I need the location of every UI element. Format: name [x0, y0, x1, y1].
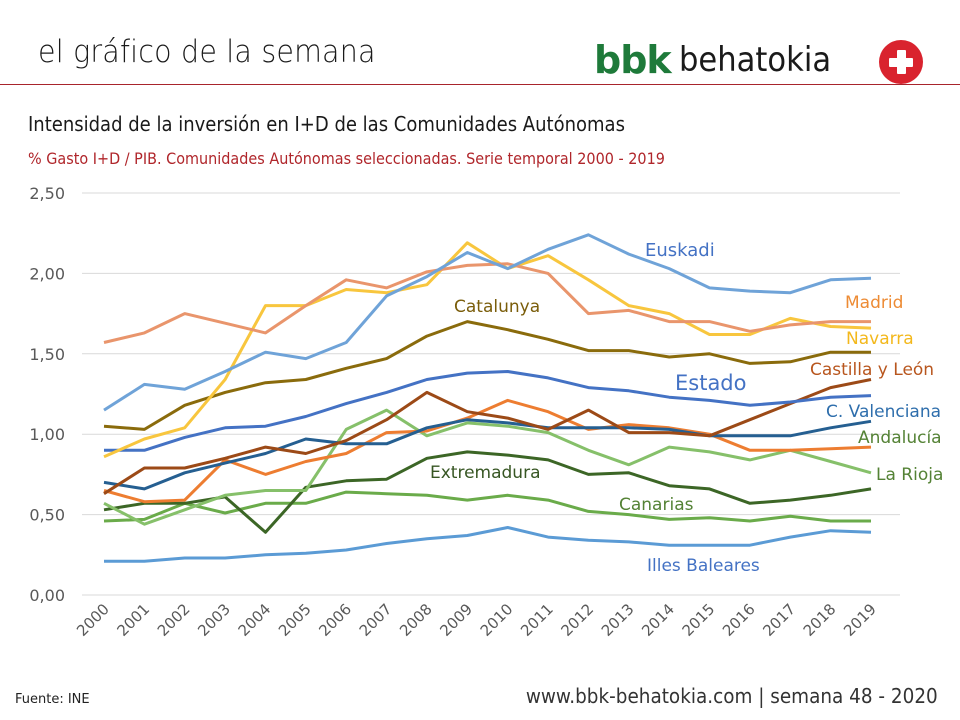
x-tick-label: 2012 — [558, 600, 598, 640]
logo-behatokia-text: behatokia — [678, 40, 831, 80]
x-tick-label: 2003 — [194, 600, 234, 640]
series-line-canarias — [103, 490, 871, 523]
x-tick-label: 2006 — [315, 600, 355, 640]
x-tick-label: 2008 — [396, 600, 436, 640]
series-line-castilla-y-le-n — [103, 378, 872, 495]
x-tick-label: 2000 — [73, 600, 113, 640]
series-label: Madrid — [845, 293, 903, 313]
x-tick-label: 2014 — [638, 600, 678, 640]
series-label: Andalucía — [858, 428, 942, 448]
y-tick-label: 0,00 — [29, 586, 65, 605]
series-label: Castilla y León — [810, 360, 934, 380]
header-divider — [0, 84, 960, 85]
x-tick-label: 2005 — [275, 600, 315, 640]
chart-title: Intensidad de la inversión en I+D de las… — [28, 112, 625, 136]
x-tick-label: 2016 — [719, 600, 759, 640]
series-line-c-valenciana — [103, 418, 872, 491]
series-line-madrid — [103, 262, 871, 344]
grid-lines — [82, 192, 900, 596]
series-label: Navarra — [846, 329, 914, 349]
series-labels: Euskadi Madrid Navarra Catalunya Estado Casti… — [430, 240, 943, 576]
plus-cross-icon — [879, 40, 923, 84]
x-tick-label: 2011 — [517, 600, 557, 640]
y-axis-labels: 0,00 0,50 1,00 1,50 2,00 2,50 — [29, 184, 65, 605]
series-label: Extremadura — [430, 463, 541, 483]
x-tick-label: 2017 — [759, 600, 799, 640]
x-tick-label: 2001 — [113, 600, 153, 640]
series-label: La Rioja — [876, 465, 943, 485]
x-tick-label: 2013 — [598, 600, 638, 640]
x-tick-label: 2007 — [356, 600, 396, 640]
series-line-extremadura — [103, 450, 872, 534]
x-tick-label: 2004 — [235, 600, 275, 640]
chart-subtitle: % Gasto I+D / PIB. Comunidades Autónomas… — [28, 149, 665, 168]
series-line-illes-baleares — [104, 526, 872, 563]
x-axis-labels: 2000 2001 2002 2003 2004 2005 2006 2007 2008 2009… — [73, 600, 880, 640]
x-tick-label: 2018 — [800, 600, 840, 640]
x-tick-label: 2009 — [436, 600, 476, 640]
x-tick-label: 2010 — [477, 600, 517, 640]
page-header-title: el gráfico de la semana — [38, 34, 376, 70]
y-tick-label: 1,50 — [29, 345, 65, 364]
y-tick-label: 2,50 — [29, 184, 65, 203]
footer-website: www.bbk-behatokia.com | semana 48 - 2020 — [526, 684, 938, 708]
y-tick-label: 0,50 — [29, 506, 65, 525]
series-label: C. Valenciana — [826, 402, 941, 422]
x-tick-label: 2015 — [679, 600, 719, 640]
series-label: Illes Baleares — [647, 556, 760, 576]
series-label: Estado — [675, 371, 747, 395]
series-label: Euskadi — [645, 240, 715, 261]
series-line-euskadi — [103, 233, 872, 412]
brand-logo: bbk behatokia — [594, 38, 923, 84]
y-tick-label: 2,00 — [29, 264, 65, 283]
series-line-estado — [104, 370, 872, 452]
logo-bbk-text: bbk — [594, 38, 672, 82]
series-lines — [103, 233, 872, 563]
series-line-catalunya — [103, 320, 871, 431]
y-tick-label: 1,00 — [29, 425, 65, 444]
source-note: Fuente: INE — [15, 692, 90, 707]
series-label: Canarias — [619, 495, 694, 515]
x-tick-label: 2002 — [154, 600, 194, 640]
x-tick-label: 2019 — [840, 600, 880, 640]
series-line-la-rioja — [103, 408, 872, 526]
series-label: Catalunya — [454, 297, 540, 317]
